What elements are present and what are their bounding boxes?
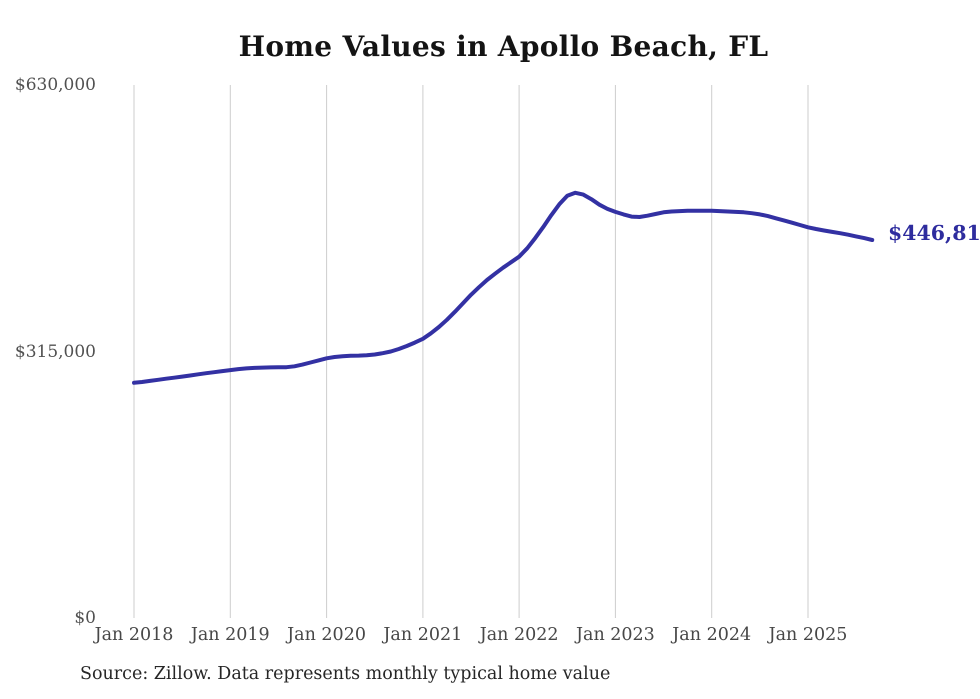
current-value-label: $446,814 [888,221,980,245]
x-axis-tick-label: Jan 2024 [672,625,752,645]
x-axis-tick-label: Jan 2022 [479,625,559,645]
x-axis-tick-label: Jan 2018 [94,625,174,645]
source-note: Source: Zillow. Data represents monthly … [80,664,611,684]
home-value-line [132,190,875,385]
y-axis-tick-label: $315,000 [14,341,96,362]
x-axis-tick-label: Jan 2023 [576,625,655,645]
x-axis-tick-label: Jan 2020 [287,625,366,645]
y-axis-tick-label: $0 [74,608,96,628]
chart-title: Home Values in Apollo Beach, FL [238,30,769,63]
y-axis-tick-label: $630,000 [14,75,96,95]
x-axis-tick-label: Jan 2025 [768,625,848,645]
x-axis-tick-label: Jan 2021 [383,625,463,645]
x-axis-tick-label: Jan 2019 [190,625,270,645]
